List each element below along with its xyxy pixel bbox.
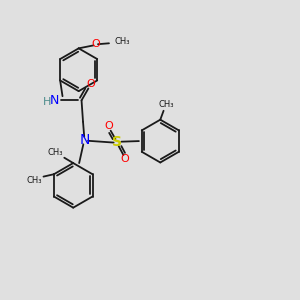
Text: CH₃: CH₃ <box>27 176 42 185</box>
Text: N: N <box>50 94 59 107</box>
Text: N: N <box>80 134 90 148</box>
Text: O: O <box>104 121 113 131</box>
Text: O: O <box>121 154 130 164</box>
Text: CH₃: CH₃ <box>115 37 130 46</box>
Text: H: H <box>43 97 52 106</box>
Text: CH₃: CH₃ <box>48 148 63 157</box>
Text: CH₃: CH₃ <box>158 100 174 109</box>
Text: O: O <box>86 79 95 89</box>
Text: O: O <box>91 40 100 50</box>
Text: S: S <box>112 135 122 149</box>
